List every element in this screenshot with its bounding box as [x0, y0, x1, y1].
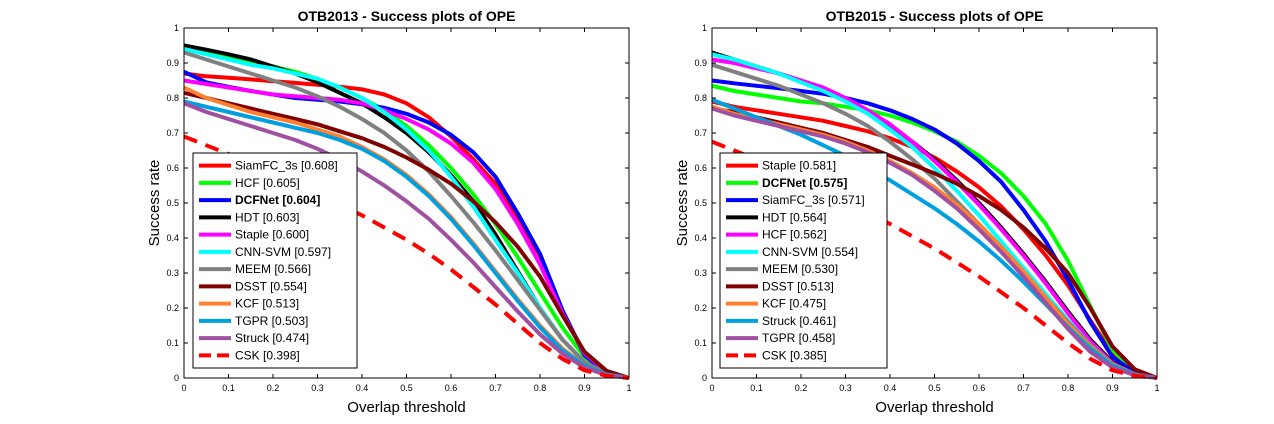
chart-2-legend-label-7: MEEM [0.530] — [762, 262, 838, 276]
chart-2-ytick-label: 0.9 — [694, 58, 707, 68]
chart-2-legend-label-3: SiamFC_3s [0.571] — [762, 193, 865, 207]
chart-1-ytick-label: 0.3 — [166, 268, 179, 278]
chart-2-legend-label-11: TGPR [0.458] — [762, 331, 835, 345]
chart-1-series-line-10 — [183, 99, 630, 380]
chart-2-ytick-label: 0.4 — [694, 233, 707, 243]
chart-1: 0 0.1 0.2 0.3 0.4 0.5 0.6 0.7 0.8 0.9 1 0 0.1 0.2 0.3 0… — [146, 8, 632, 416]
chart-1-legend-label-5: Staple [0.600] — [235, 228, 309, 242]
chart-1-legend-label-11: Struck [0.474] — [235, 331, 309, 345]
chart-1-series-line-7 — [183, 50, 630, 380]
chart-1-xtick-label: 0.8 — [534, 383, 547, 393]
chart-2-ytick-label: 0.5 — [694, 198, 707, 208]
chart-2-ytick-label: 1 — [702, 23, 707, 33]
chart-2-legend-label-5: HCF [0.562] — [762, 228, 827, 242]
chart-2-title: OTB2015 - Success plots of OPE — [826, 8, 1044, 24]
chart-2-ytick-label: 0 — [702, 373, 707, 383]
chart-2-ytick-label: 0.7 — [694, 128, 707, 138]
chart-2-xtick-label: 0 — [709, 383, 714, 393]
chart-2-xtick-label: 0.2 — [795, 383, 808, 393]
chart-1-xlabel: Overlap threshold — [347, 399, 465, 416]
chart-1-legend-label-10: TGPR [0.503] — [235, 314, 308, 328]
chart-2-legend: Staple [0.581] DCFNet [0.575] SiamFC_3s [0… — [719, 152, 888, 369]
chart-1-ytick-label: 0 — [174, 373, 179, 383]
chart-2-series-line-11 — [711, 106, 1158, 380]
chart-1-ytick-label: 0.4 — [166, 233, 179, 243]
chart-1-legend-label-2: HCF [0.605] — [235, 176, 300, 190]
chart-1-xtick-label: 0.7 — [489, 383, 502, 393]
chart-1-xtick-label: 0.6 — [445, 383, 458, 393]
chart-2-xtick-label: 0.7 — [1017, 383, 1030, 393]
chart-1-ylabel: Success rate — [146, 160, 163, 247]
chart-1-legend-label-7: MEEM [0.566] — [235, 262, 311, 276]
chart-1-xtick-label: 0.5 — [400, 383, 413, 393]
chart-2-ylabel: Success rate — [674, 160, 691, 247]
chart-2-xtick-label: 0.4 — [884, 383, 897, 393]
chart-1-series-line-5 — [183, 78, 630, 380]
chart-1-legend-label-6: CNN-SVM [0.597] — [235, 245, 331, 259]
chart-2-ytick-label: 0.2 — [694, 303, 707, 313]
chart-1-ytick-label: 0.8 — [166, 93, 179, 103]
chart-2-legend-label-1: Staple [0.581] — [762, 159, 836, 173]
chart-1-ytick-label: 0.7 — [166, 128, 179, 138]
chart-1-xtick-label: 0.9 — [578, 383, 591, 393]
chart-2-xtick-label: 0.8 — [1062, 383, 1075, 393]
chart-1-xtick-label: 1 — [626, 383, 631, 393]
chart-1-xtick-label: 0.3 — [311, 383, 324, 393]
chart-1-xtick-label: 0.4 — [356, 383, 369, 393]
chart-2-xtick-label: 1 — [1154, 383, 1159, 393]
chart-1-legend: SiamFC_3s [0.608] HCF [0.605] DCFNet [0.60… — [192, 152, 358, 369]
chart-2-xtick-label: 0.9 — [1106, 383, 1119, 393]
chart-1-legend-label-9: KCF [0.513] — [235, 297, 299, 311]
chart-1-legend-label-1: SiamFC_3s [0.608] — [235, 159, 338, 173]
chart-2-legend-label-8: DSST [0.513] — [762, 279, 834, 293]
chart-1-ytick-label: 0.1 — [166, 338, 179, 348]
chart-1-xtick-label: 0 — [181, 383, 186, 393]
chart-2-legend-label-10: Struck [0.461] — [762, 314, 836, 328]
chart-2-legend-box — [719, 152, 888, 369]
chart-2-legend-label-12: CSK [0.385] — [762, 348, 827, 362]
chart-2-ytick-label: 0.3 — [694, 268, 707, 278]
chart-2-legend-label-2: DCFNet [0.575] — [762, 176, 847, 190]
chart-2: 0 0.1 0.2 0.3 0.4 0.5 0.6 0.7 0.8 0.9 1 0 0.1 0.2 0.3 0… — [674, 8, 1160, 416]
chart-2-legend-label-6: CNN-SVM [0.554] — [762, 245, 858, 259]
chart-2-xtick-label: 0.6 — [973, 383, 986, 393]
chart-2-xtick-label: 0.1 — [750, 383, 763, 393]
chart-2-ytick-label: 0.1 — [694, 338, 707, 348]
chart-1-ytick-label: 0.9 — [166, 58, 179, 68]
chart-1-xtick-label: 0.1 — [222, 383, 235, 393]
chart-1-xtick-label: 0.2 — [267, 383, 280, 393]
chart-2-xtick-label: 0.3 — [839, 383, 852, 393]
chart-1-series-line-8 — [183, 90, 630, 380]
chart-1-legend-label-8: DSST [0.554] — [235, 279, 307, 293]
chart-1-series-line-11 — [183, 101, 630, 380]
chart-1-title: OTB2013 - Success plots of OPE — [298, 8, 516, 24]
chart-2-ytick-label: 0.8 — [694, 93, 707, 103]
chart-2-xtick-label: 0.5 — [928, 383, 941, 393]
chart-1-ytick-label: 0.5 — [166, 198, 179, 208]
chart-1-ytick-label: 0.6 — [166, 163, 179, 173]
chart-1-legend-box — [192, 152, 358, 369]
chart-1-legend-label-12: CSK [0.398] — [235, 348, 300, 362]
chart-1-ytick-label: 1 — [174, 23, 179, 33]
chart-2-ytick-label: 0.6 — [694, 163, 707, 173]
chart-1-legend-label-3: DCFNet [0.604] — [235, 193, 320, 207]
chart-2-xlabel: Overlap threshold — [875, 399, 993, 416]
chart-1-legend-label-4: HDT [0.603] — [235, 210, 299, 224]
chart-1-ytick-label: 0.2 — [166, 303, 179, 313]
chart-2-legend-label-9: KCF [0.475] — [762, 297, 826, 311]
chart-2-legend-label-4: HDT [0.564] — [762, 210, 826, 224]
